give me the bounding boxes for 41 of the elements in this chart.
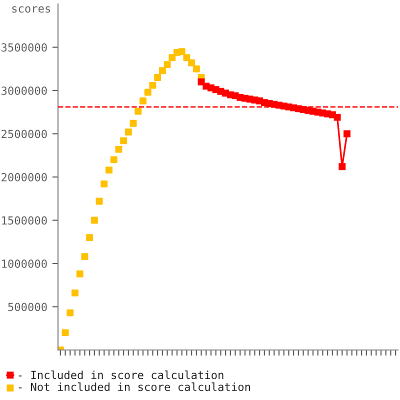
point (86, 234, 94, 242)
point (164, 61, 171, 68)
point (344, 130, 350, 138)
y-tick-label: 2500000 (2, 130, 47, 138)
point (338, 163, 346, 170)
point (149, 82, 156, 89)
point (120, 137, 128, 144)
y-tick-label: 3000000 (2, 86, 47, 95)
legend-label: - Included in score calculation (18, 370, 224, 380)
point (183, 54, 190, 62)
point (110, 156, 118, 164)
point (144, 88, 152, 96)
point (154, 74, 162, 81)
point (62, 329, 69, 336)
point (158, 67, 166, 74)
y-axis-title: scores (12, 6, 50, 13)
point (90, 216, 98, 224)
point (198, 78, 205, 86)
y-tick-label: 2000000 (2, 173, 47, 182)
point (66, 309, 74, 316)
point (72, 289, 78, 296)
y-tick-label: 3500000 (2, 43, 47, 52)
point (106, 166, 112, 174)
legend-label: - Not included in score calculation (18, 382, 250, 392)
y-tick-label: 1000000 (2, 260, 47, 268)
point (130, 120, 137, 127)
y-tick-label: 1500000 (2, 216, 47, 225)
point (334, 114, 341, 121)
point (124, 128, 132, 136)
point (140, 97, 146, 104)
point (192, 65, 200, 72)
point (96, 198, 103, 205)
point (100, 180, 108, 188)
point (134, 108, 142, 115)
point (81, 253, 88, 260)
point (115, 146, 122, 153)
point (168, 54, 176, 62)
point (76, 270, 84, 278)
y-tick-label: 500000 (8, 302, 47, 312)
point (178, 48, 186, 56)
point (188, 59, 196, 66)
